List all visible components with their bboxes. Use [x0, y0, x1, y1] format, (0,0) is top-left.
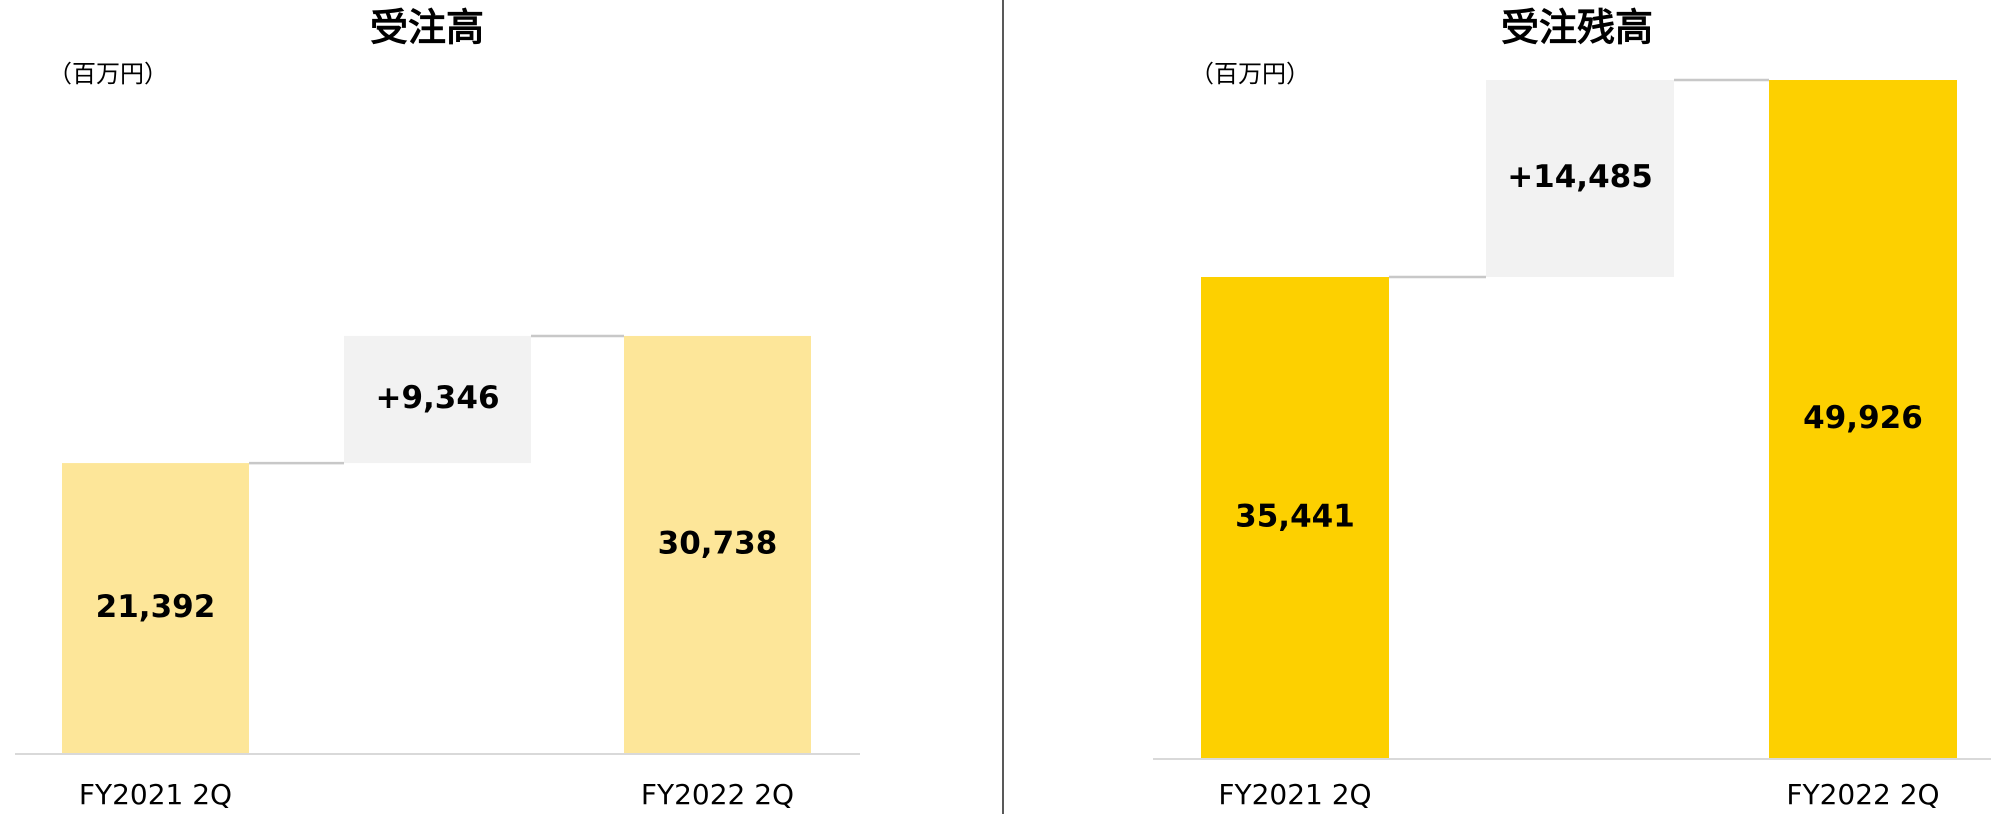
bar [624, 335, 811, 754]
value-label: 35,441 [1235, 499, 1355, 535]
value-label: 21,392 [96, 589, 216, 625]
x-tick-label: FY2021 2Q [79, 778, 232, 811]
value-label: 30,738 [658, 525, 778, 561]
x-tick-label: FY2021 2Q [1218, 778, 1371, 811]
unit-label: （百万円） [48, 60, 168, 88]
value-label: +14,485 [1507, 159, 1653, 195]
x-tick-label: FY2022 2Q [641, 778, 794, 811]
chart-title: 受注高 [370, 6, 484, 50]
bar [62, 463, 249, 754]
chart-title: 受注残高 [1501, 6, 1653, 50]
unit-label: （百万円） [1190, 60, 1310, 88]
value-label: 49,926 [1803, 400, 1923, 436]
value-label: +9,346 [375, 380, 499, 416]
bar [1769, 80, 1957, 759]
x-tick-label: FY2022 2Q [1786, 778, 1939, 811]
delta-bar [344, 335, 531, 464]
delta-bar [1486, 80, 1674, 278]
bar [1201, 277, 1389, 759]
